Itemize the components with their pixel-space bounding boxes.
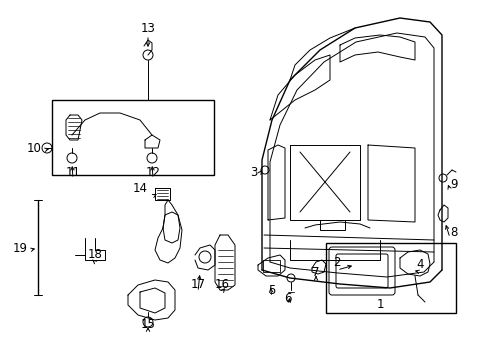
Text: 11: 11 xyxy=(65,166,81,179)
Text: 19: 19 xyxy=(13,242,28,255)
Text: 9: 9 xyxy=(449,179,457,192)
Text: 14: 14 xyxy=(133,181,148,194)
Bar xyxy=(52,100,214,175)
Text: 10: 10 xyxy=(27,141,42,154)
Text: 8: 8 xyxy=(449,226,456,239)
Text: 18: 18 xyxy=(87,248,102,261)
Text: 13: 13 xyxy=(140,22,155,35)
Text: 4: 4 xyxy=(415,258,423,271)
Bar xyxy=(319,220,345,230)
Bar xyxy=(263,260,280,272)
Bar xyxy=(325,243,455,313)
Text: 2: 2 xyxy=(332,256,340,269)
Text: 12: 12 xyxy=(145,166,160,179)
Text: 7: 7 xyxy=(312,266,319,279)
Text: 3: 3 xyxy=(250,166,258,180)
Text: 6: 6 xyxy=(284,292,291,305)
Text: 15: 15 xyxy=(140,319,155,332)
Text: 1: 1 xyxy=(375,298,383,311)
Text: 5: 5 xyxy=(268,284,275,297)
Text: 17: 17 xyxy=(190,279,205,292)
Text: 16: 16 xyxy=(214,279,229,292)
